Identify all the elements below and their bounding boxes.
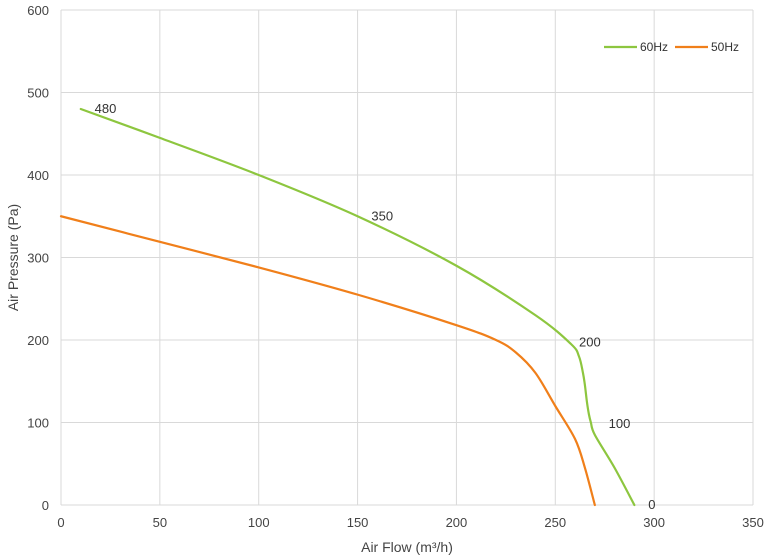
y-tick-label: 0 xyxy=(42,498,49,513)
x-tick-label: 0 xyxy=(57,515,64,530)
data-label: 200 xyxy=(579,334,601,349)
x-tick-label: 200 xyxy=(446,515,468,530)
y-tick-label: 100 xyxy=(27,416,49,431)
x-tick-label: 50 xyxy=(153,515,167,530)
x-axis-title: Air Flow (m³/h) xyxy=(361,539,453,555)
grid xyxy=(60,9,754,506)
x-tick-label: 100 xyxy=(248,515,270,530)
data-label: 350 xyxy=(371,208,393,223)
data-label: 0 xyxy=(648,497,655,512)
data-label: 100 xyxy=(609,416,631,431)
legend-label-60hz: 60Hz xyxy=(640,40,668,54)
series-lines xyxy=(59,107,636,507)
x-axis-ticks: 0 50 100 150 200 250 300 350 xyxy=(57,515,763,530)
series-line-60hz xyxy=(79,107,636,507)
y-axis-ticks: 0 100 200 300 400 500 600 xyxy=(27,3,49,513)
legend: 60Hz 50Hz xyxy=(604,40,739,54)
y-tick-label: 200 xyxy=(27,333,49,348)
series-line-50hz xyxy=(59,215,596,507)
data-label: 480 xyxy=(95,101,117,116)
x-tick-label: 350 xyxy=(742,515,764,530)
x-tick-label: 250 xyxy=(544,515,566,530)
data-labels: 480 350 200 100 0 xyxy=(95,101,656,512)
y-tick-label: 600 xyxy=(27,3,49,18)
x-tick-label: 300 xyxy=(643,515,665,530)
x-tick-label: 150 xyxy=(347,515,369,530)
y-tick-label: 500 xyxy=(27,86,49,101)
legend-label-50hz: 50Hz xyxy=(711,40,739,54)
y-tick-label: 400 xyxy=(27,168,49,183)
y-tick-label: 300 xyxy=(27,251,49,266)
y-axis-title: Air Pressure (Pa) xyxy=(5,204,21,311)
